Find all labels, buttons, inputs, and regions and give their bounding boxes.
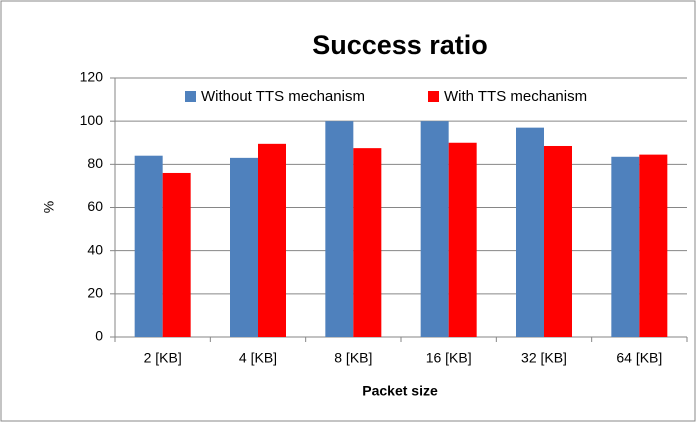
bar	[420, 121, 449, 338]
bar	[544, 145, 572, 337]
y-tick-label: 40	[87, 241, 103, 257]
y-tick-label: 100	[80, 112, 104, 128]
legend-label: With TTS mechanism	[444, 88, 587, 105]
x-axis-label: Packet size	[362, 383, 438, 399]
bar	[516, 127, 544, 338]
x-tick-label: 2 [KB]	[144, 350, 182, 366]
x-tick-label: 8 [KB]	[334, 350, 372, 366]
y-tick-label: 20	[87, 285, 103, 301]
bar	[639, 154, 668, 337]
y-axis-label: %	[41, 201, 57, 213]
y-tick-label: 120	[80, 69, 104, 85]
bar	[134, 155, 163, 337]
bar	[258, 143, 286, 337]
x-tick-label: 4 [KB]	[239, 350, 277, 366]
x-tick-label: 16 [KB]	[426, 350, 472, 366]
bar	[162, 172, 191, 337]
bar	[353, 148, 382, 337]
y-tick-label: 80	[87, 155, 103, 171]
legend-swatch	[185, 91, 196, 102]
legend-swatch	[428, 91, 439, 102]
legend-label: Without TTS mechanism	[201, 88, 365, 105]
y-tick-label: 60	[87, 198, 103, 214]
chart-title: Success ratio	[312, 30, 488, 60]
bar	[230, 157, 258, 337]
x-tick-label: 64 [KB]	[616, 350, 662, 366]
bar	[325, 121, 354, 338]
x-tick-label: 32 [KB]	[521, 350, 567, 366]
bar	[611, 156, 640, 337]
bar	[448, 142, 477, 337]
y-tick-label: 0	[95, 328, 103, 344]
